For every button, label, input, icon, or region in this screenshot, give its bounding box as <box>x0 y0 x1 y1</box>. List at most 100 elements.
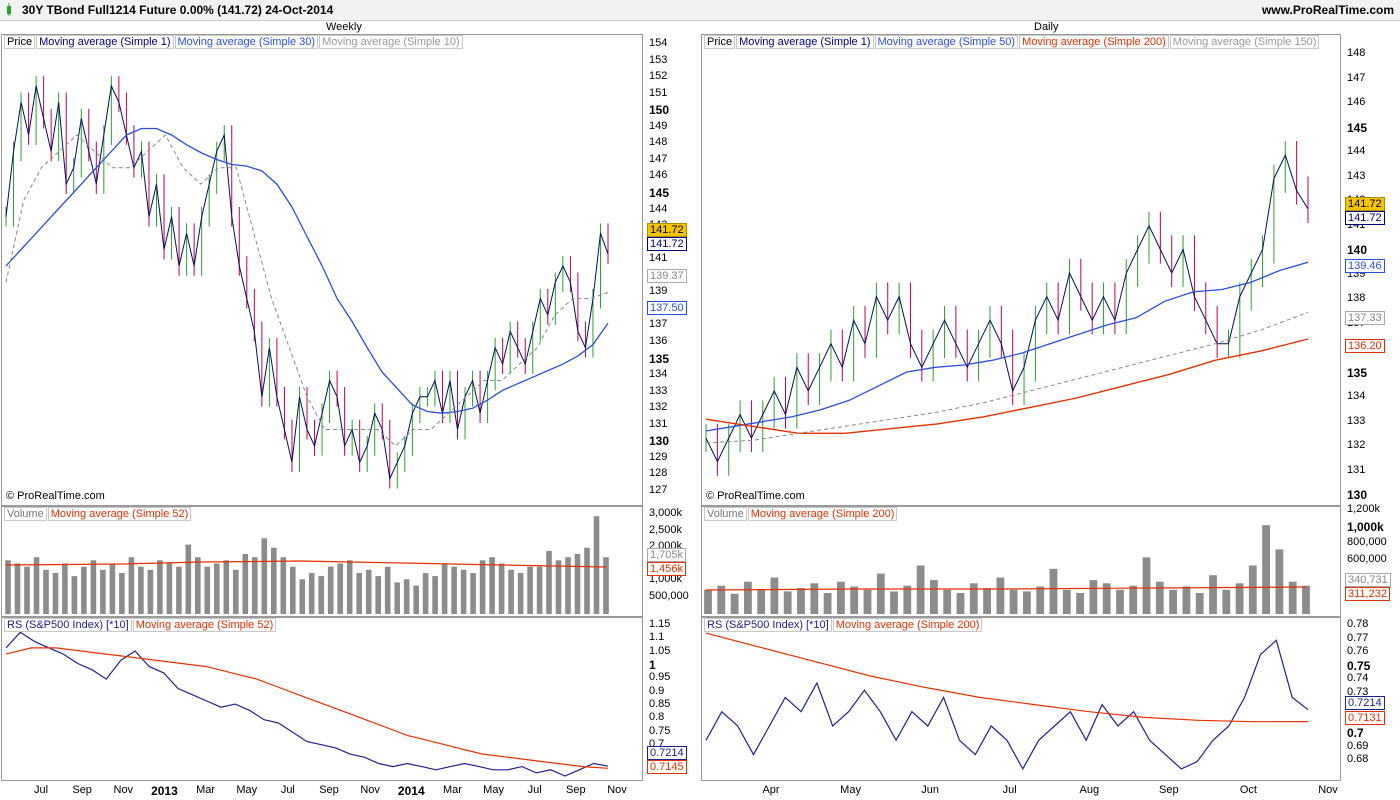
legend-item[interactable]: RS (S&P500 Index) [*10] <box>704 618 832 632</box>
volume-bar <box>1248 565 1257 614</box>
volume-bar <box>863 589 872 614</box>
daily-rs-pane[interactable]: RS (S&P500 Index) [*10] Moving average (S… <box>701 617 1341 781</box>
last-value-badge: 340,731 <box>1345 573 1391 587</box>
y-tick-label: 600,000 <box>1347 553 1387 565</box>
x-tick-label: Apr <box>762 784 780 796</box>
weekly-price-pane[interactable]: Price Moving average (Simple 1) Moving ave… <box>1 34 643 506</box>
volume-bar <box>460 569 467 614</box>
x-tick-label: Sep <box>1159 784 1179 796</box>
volume-bar <box>810 583 819 614</box>
legend-item[interactable]: Moving average (Simple 50) <box>874 35 1019 49</box>
legend-item[interactable]: Moving average (Simple 1) <box>36 35 174 49</box>
legend-item[interactable]: Price <box>704 35 736 49</box>
weekly-rs-pane[interactable]: RS (S&P500 Index) [*10] Moving average (S… <box>1 617 643 781</box>
rs-ma-line <box>5 647 609 769</box>
volume-bar <box>14 563 21 614</box>
legend-item[interactable]: Moving average (Simple 200) <box>1019 35 1169 49</box>
y-tick-label: 130 <box>649 434 670 449</box>
volume-bar <box>1155 581 1164 614</box>
legend-item[interactable]: Moving average (Simple 200) <box>747 507 898 521</box>
site-link[interactable]: www.ProRealTime.com <box>1261 3 1394 17</box>
legend-item[interactable]: Volume <box>4 507 47 521</box>
x-tick-label: 2014 <box>397 784 425 798</box>
weekly-volume-pane[interactable]: Volume Moving average (Simple 52) <box>1 506 643 617</box>
volume-bar <box>943 589 952 614</box>
volume-bar <box>717 585 726 614</box>
y-tick-label: 146 <box>649 169 668 182</box>
ma200-line <box>705 338 1309 434</box>
volume-bar <box>1009 589 1018 614</box>
legend-item[interactable]: Moving average (Simple 52) <box>47 507 192 521</box>
daily-volume-pane[interactable]: Volume Moving average (Simple 200) <box>701 506 1341 617</box>
x-tick-label: Sep <box>566 784 586 796</box>
volume-bar <box>1288 581 1297 614</box>
last-value-badge: 0.7131 <box>1345 711 1385 725</box>
volume-bar <box>603 557 609 614</box>
x-tick-label: Sep <box>72 784 92 796</box>
volume-bar <box>1142 557 1151 614</box>
last-value-badge: 1,456k <box>647 562 687 576</box>
volume-bar <box>157 560 163 614</box>
volume-bar <box>299 579 306 614</box>
last-value-badge: 137.33 <box>1345 311 1385 325</box>
legend-item[interactable]: Price <box>4 35 36 49</box>
volume-bar <box>527 566 533 614</box>
y-tick-label: 1,200k <box>1347 503 1381 515</box>
legend-item[interactable]: Moving average (Simple 10) <box>319 35 463 49</box>
volume-bar <box>593 516 600 614</box>
ma30-line <box>5 127 609 414</box>
y-tick-label: 128 <box>649 467 668 480</box>
y-tick-label: 148 <box>649 136 668 149</box>
rs-line <box>705 639 1309 771</box>
y-tick-label: 152 <box>649 70 668 83</box>
volume-bar <box>52 573 59 614</box>
y-tick-label: 146 <box>1347 96 1366 108</box>
volume-bar <box>1023 591 1031 614</box>
legend-item[interactable]: RS (S&P500 Index) [*10] <box>4 618 132 632</box>
y-tick-label: 134 <box>649 368 668 381</box>
volume-bar <box>33 557 40 614</box>
ma10-line <box>5 134 609 447</box>
pane-legend: RS (S&P500 Index) [*10] Moving average (S… <box>704 618 983 632</box>
y-tick-label: 0.95 <box>649 671 671 684</box>
volume-bar <box>536 566 543 614</box>
y-tick-label: 134 <box>1347 390 1366 402</box>
volume-bar <box>744 581 752 614</box>
last-value-badge: 137.50 <box>647 301 687 315</box>
legend-item[interactable]: Volume <box>704 507 747 521</box>
volume-bar <box>730 593 739 614</box>
y-tick-label: 135 <box>1347 365 1368 380</box>
volume-bar <box>166 563 173 614</box>
y-tick-label: 0.75 <box>1347 658 1371 673</box>
volume-bar <box>969 583 978 614</box>
legend-item[interactable]: Moving average (Simple 1) <box>736 35 874 49</box>
daily-price-pane[interactable]: Price Moving average (Simple 1) Moving ave… <box>701 34 1341 506</box>
volume-bar <box>956 593 965 614</box>
x-tick-label: Oct <box>1239 784 1257 796</box>
legend-item[interactable]: Moving average (Simple 52) <box>132 618 277 632</box>
volume-bar <box>837 581 845 614</box>
y-tick-label: 138 <box>1347 292 1366 304</box>
y-tick-label: 136 <box>649 335 668 347</box>
y-tick-label: 130 <box>1347 488 1368 502</box>
last-value-badge: 1,705k <box>647 548 687 562</box>
x-tick-label: May <box>236 784 258 796</box>
volume-bar <box>100 569 106 614</box>
volume-bar <box>470 573 476 614</box>
legend-item[interactable]: Moving average (Simple 200) <box>832 618 983 632</box>
last-value-badge: 311,232 <box>1345 587 1390 601</box>
y-tick-label: 154 <box>649 37 668 49</box>
volume-bar <box>876 573 885 614</box>
y-tick-label: 131 <box>649 417 668 430</box>
volume-bar <box>242 554 249 614</box>
y-tick-label: 127 <box>649 484 668 496</box>
legend-item[interactable]: Moving average (Simple 150) <box>1169 35 1320 49</box>
daily-period-label: Daily <box>1034 21 1059 33</box>
pane-legend: Volume Moving average (Simple 200) <box>704 507 898 521</box>
volume-bar <box>346 560 353 614</box>
last-value-badge: 139.37 <box>647 269 687 283</box>
y-tick-label: 129 <box>649 450 668 463</box>
legend-item[interactable]: Moving average (Simple 30) <box>174 35 319 49</box>
volume-bar <box>1116 589 1124 614</box>
volume-ma-line <box>5 560 607 568</box>
